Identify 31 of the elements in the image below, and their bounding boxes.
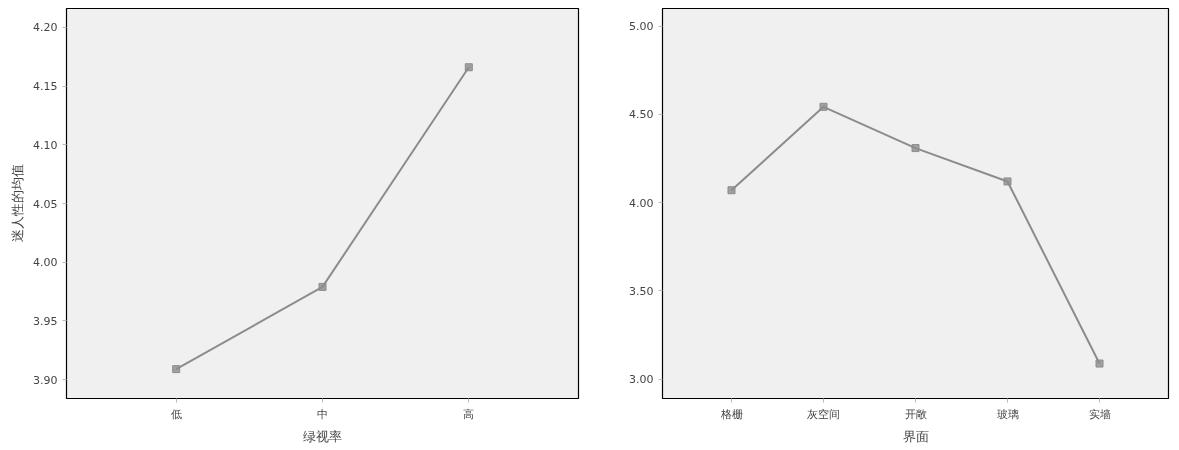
x-tick-label: 中 — [317, 407, 328, 421]
point — [318, 282, 327, 291]
point — [1095, 359, 1104, 368]
x-tick-label: 实墙 — [1088, 407, 1111, 421]
point — [911, 144, 920, 153]
y-tick-label: 4.50 — [629, 108, 654, 122]
x-tick-label: 玻璃 — [996, 407, 1019, 421]
point — [1003, 177, 1012, 186]
point — [464, 63, 473, 72]
x-tick-label: 高 — [463, 407, 475, 421]
y-tick-label: 3.50 — [629, 284, 654, 298]
x-axis-title: 界面 — [902, 428, 929, 444]
point — [819, 102, 828, 111]
y-tick-label: 4.00 — [629, 196, 654, 210]
point — [727, 186, 736, 195]
y-tick-label: 3.00 — [629, 373, 654, 387]
x-axis-title: 绿视率 — [303, 428, 342, 444]
y-tick-label: 3.95 — [33, 314, 58, 328]
y-tick-label: 3.90 — [33, 373, 58, 387]
x-tick-label: 格栅 — [719, 407, 743, 421]
y-tick-label: 5.00 — [629, 20, 654, 34]
x-tick-label: 低 — [170, 407, 182, 421]
y-tick-label: 4.15 — [33, 80, 58, 94]
y-tick-label: 4.20 — [33, 21, 58, 35]
y-axis-title: 迷人性的均值 — [10, 164, 26, 243]
x-tick-label: 灰空间 — [807, 407, 840, 421]
y-tick-label: 4.00 — [33, 256, 58, 270]
x-tick-label: 开敞 — [904, 407, 927, 421]
y-tick-label: 4.10 — [33, 138, 58, 152]
y-tick-label: 4.05 — [33, 197, 58, 211]
point — [172, 365, 181, 374]
